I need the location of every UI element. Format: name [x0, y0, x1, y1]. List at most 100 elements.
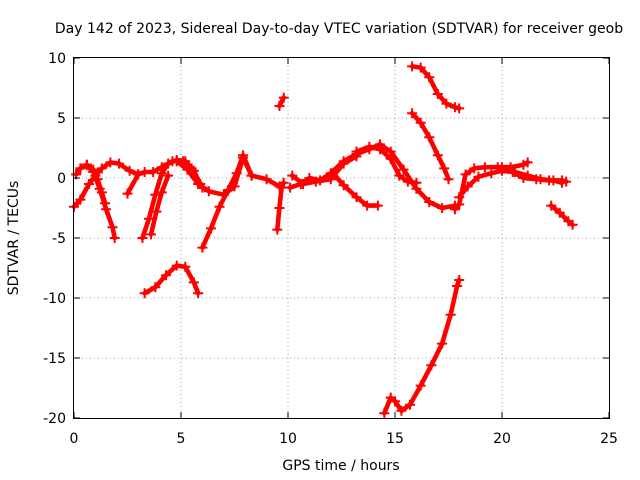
chart-title: Day 142 of 2023, Sidereal Day-to-day VTE…: [55, 21, 623, 37]
y-tick-label: -10: [43, 291, 66, 307]
data-point: [193, 288, 204, 299]
x-tick-label: 0: [70, 431, 79, 447]
y-tick-label: 0: [57, 171, 66, 187]
data-point: [424, 72, 435, 83]
data-point: [137, 233, 148, 243]
series-arc-k: [274, 92, 289, 111]
data-point: [426, 360, 437, 371]
data-point: [238, 150, 249, 161]
series-arc-r: [379, 275, 465, 419]
data-point: [402, 176, 413, 187]
data-point: [325, 174, 336, 185]
series-arc-i: [197, 150, 257, 253]
data-point: [171, 260, 182, 271]
data-point: [411, 177, 422, 188]
data-point: [424, 197, 435, 207]
data-point: [396, 405, 407, 416]
data-layer: [69, 61, 578, 419]
data-point: [81, 159, 92, 170]
data-point: [556, 177, 567, 188]
data-point: [449, 204, 460, 215]
data-point: [439, 163, 450, 174]
series-arc: [290, 154, 359, 187]
data-point: [554, 207, 565, 218]
data-point: [274, 101, 285, 111]
data-point: [454, 103, 465, 114]
data-point: [163, 170, 174, 181]
data-point: [139, 167, 150, 177]
data-point: [75, 163, 86, 174]
data-point: [92, 174, 103, 185]
data-point: [171, 156, 182, 167]
series-arc-m: [287, 151, 362, 189]
data-point: [469, 163, 480, 174]
data-point: [449, 102, 460, 113]
data-point: [133, 169, 144, 180]
data-point: [278, 92, 289, 103]
x-tick-label: 10: [279, 431, 297, 447]
x-tick-label: 5: [177, 431, 186, 447]
data-point: [139, 288, 150, 299]
data-point: [272, 224, 283, 235]
data-point: [150, 282, 161, 293]
data-point: [424, 132, 435, 143]
y-tick-label: -5: [52, 231, 66, 247]
y-tick-label: -20: [43, 411, 66, 427]
series-arc-o: [351, 141, 422, 188]
data-point: [497, 162, 507, 173]
data-point: [546, 200, 557, 211]
y-tick-label: -15: [43, 351, 66, 367]
data-point: [214, 201, 225, 212]
data-point: [124, 165, 135, 176]
y-tick-label: 10: [48, 51, 66, 67]
data-point: [398, 164, 409, 175]
data-point: [445, 309, 456, 320]
data-point: [223, 185, 234, 195]
data-point: [415, 117, 426, 128]
data-point: [394, 170, 405, 181]
data-point: [96, 187, 107, 198]
data-point: [75, 194, 86, 205]
data-point: [567, 219, 578, 230]
data-point: [156, 168, 167, 179]
data-point: [188, 165, 199, 176]
data-point: [88, 164, 99, 175]
data-point: [231, 168, 242, 179]
series-arc-g: [139, 260, 204, 299]
data-point: [180, 156, 191, 167]
data-point: [310, 176, 321, 187]
data-point: [180, 261, 191, 272]
x-tick-label: 15: [386, 431, 404, 447]
data-point: [188, 277, 199, 288]
series-arc: [275, 180, 286, 232]
series-arc: [330, 170, 381, 208]
data-point: [385, 153, 396, 164]
x-tick-label: 20: [493, 431, 511, 447]
data-point: [486, 168, 497, 179]
data-point: [338, 180, 349, 191]
data-point: [509, 167, 520, 177]
data-point: [338, 158, 349, 169]
data-point: [443, 174, 454, 185]
data-point: [148, 167, 159, 177]
data-point: [454, 192, 465, 203]
series-arc-p: [407, 61, 465, 114]
data-point: [522, 157, 533, 168]
series-arc-e: [137, 155, 206, 243]
data-point: [83, 179, 94, 189]
data-point: [274, 203, 285, 213]
data-point: [150, 189, 161, 200]
data-point: [415, 380, 426, 391]
data-point: [351, 146, 362, 157]
series-arc: [148, 173, 171, 237]
data-point: [146, 229, 157, 240]
data-point: [327, 168, 338, 179]
data-point: [285, 182, 296, 193]
data-point: [415, 62, 426, 73]
data-point: [100, 198, 111, 209]
data-point: [452, 281, 463, 291]
axis-ticks: 0 5 10 15 20 25 -20 -15 -10 -5 0 5 10: [43, 51, 618, 447]
data-point: [522, 170, 533, 181]
series-arc: [409, 64, 462, 111]
x-tick-label: 25: [600, 431, 618, 447]
